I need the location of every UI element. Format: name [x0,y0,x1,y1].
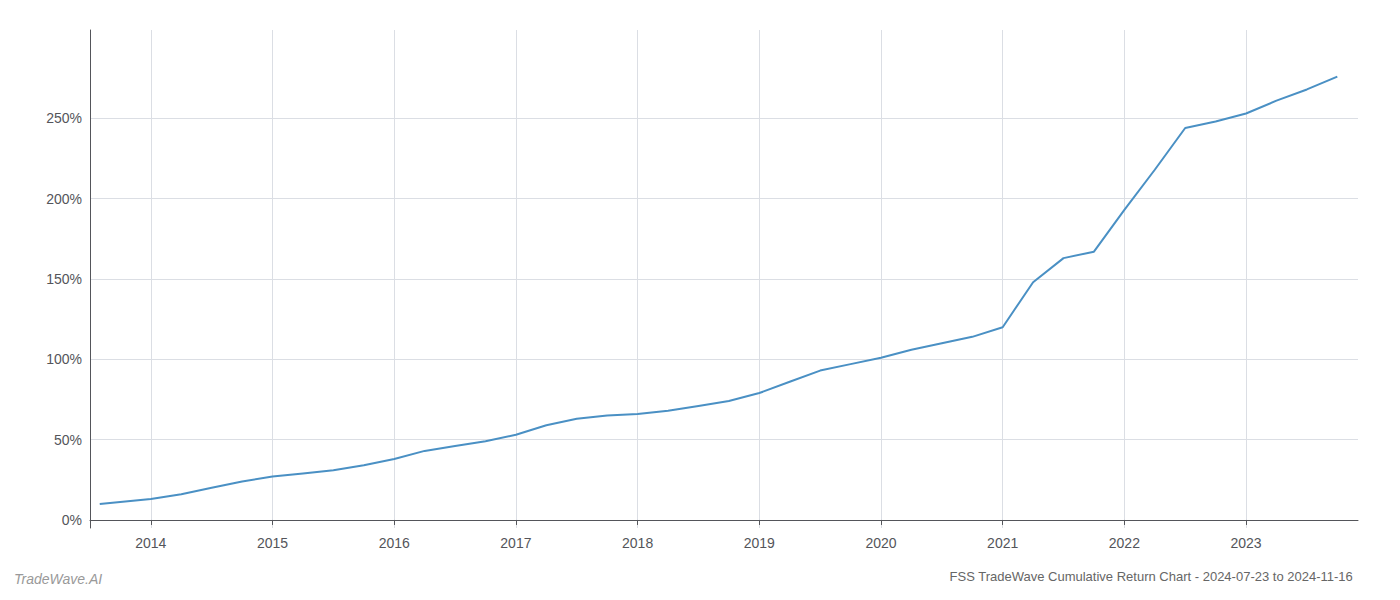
svg-text:250%: 250% [46,110,82,126]
svg-text:TradeWave.AI: TradeWave.AI [14,571,102,587]
svg-text:50%: 50% [54,432,82,448]
svg-text:2023: 2023 [1230,535,1261,551]
svg-text:2021: 2021 [987,535,1018,551]
svg-text:2018: 2018 [622,535,653,551]
svg-text:0%: 0% [62,512,82,528]
svg-text:2016: 2016 [379,535,410,551]
svg-text:200%: 200% [46,191,82,207]
svg-text:2014: 2014 [135,535,166,551]
svg-text:2019: 2019 [744,535,775,551]
svg-text:2015: 2015 [257,535,288,551]
svg-text:2020: 2020 [865,535,896,551]
svg-text:FSS TradeWave Cumulative Retur: FSS TradeWave Cumulative Return Chart - … [950,569,1353,584]
svg-text:100%: 100% [46,351,82,367]
svg-text:2022: 2022 [1109,535,1140,551]
svg-text:2017: 2017 [500,535,531,551]
svg-text:150%: 150% [46,271,82,287]
